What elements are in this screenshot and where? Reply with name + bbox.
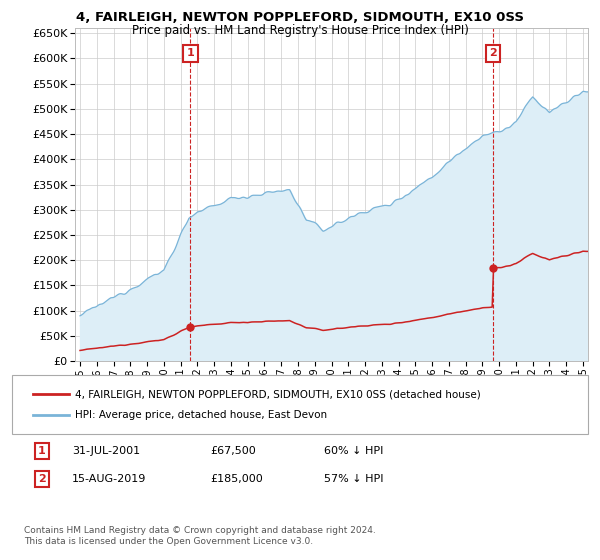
Text: 1: 1 xyxy=(187,48,194,58)
Text: 57% ↓ HPI: 57% ↓ HPI xyxy=(324,474,383,484)
Text: 1: 1 xyxy=(38,446,46,456)
Text: HPI: Average price, detached house, East Devon: HPI: Average price, detached house, East… xyxy=(75,410,327,420)
Text: Contains HM Land Registry data © Crown copyright and database right 2024.
This d: Contains HM Land Registry data © Crown c… xyxy=(24,526,376,546)
Text: 2: 2 xyxy=(38,474,46,484)
Text: 60% ↓ HPI: 60% ↓ HPI xyxy=(324,446,383,456)
Text: £67,500: £67,500 xyxy=(210,446,256,456)
Text: 4, FAIRLEIGH, NEWTON POPPLEFORD, SIDMOUTH, EX10 0SS (detached house): 4, FAIRLEIGH, NEWTON POPPLEFORD, SIDMOUT… xyxy=(75,389,481,399)
Text: 15-AUG-2019: 15-AUG-2019 xyxy=(72,474,146,484)
Text: 2: 2 xyxy=(489,48,497,58)
Text: Price paid vs. HM Land Registry's House Price Index (HPI): Price paid vs. HM Land Registry's House … xyxy=(131,24,469,36)
Text: 31-JUL-2001: 31-JUL-2001 xyxy=(72,446,140,456)
Text: 4, FAIRLEIGH, NEWTON POPPLEFORD, SIDMOUTH, EX10 0SS: 4, FAIRLEIGH, NEWTON POPPLEFORD, SIDMOUT… xyxy=(76,11,524,24)
Text: £185,000: £185,000 xyxy=(210,474,263,484)
